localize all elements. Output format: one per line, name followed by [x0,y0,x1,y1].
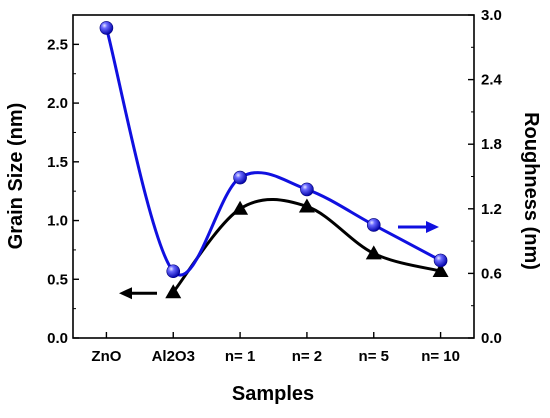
right-tick-label: 1.8 [481,136,502,153]
right-arrow-head [426,220,439,233]
roughness-point [233,170,247,185]
x-axis-title: Samples [232,383,314,405]
right-tick-label: 1.2 [481,201,502,218]
x-axis: ZnO Al2O3 n= 1 n= 2 n= 5 n= 10 [91,332,460,365]
right-tick-label: 0.6 [481,265,502,282]
series-line-grain-size [172,197,441,294]
grain-size-point [165,284,182,299]
right-axis: 0.0 0.6 1.2 1.8 2.4 3.0 [468,7,503,347]
right-tick-label: 2.4 [481,72,503,89]
right-axis-title: Roughness (nm) [520,112,542,270]
x-tick-label: n= 1 [225,348,255,365]
left-tick-label: 2.0 [47,95,68,112]
roughness-point [300,182,314,197]
x-tick-label: n= 5 [359,348,389,365]
roughness-point [166,264,181,279]
x-tick-label: n= 2 [292,348,322,365]
grain-size-point [298,198,315,213]
left-arrow-head [119,287,132,300]
x-tick-label: Al2O3 [152,348,195,365]
grain-size-point [365,245,382,260]
roughness-point [99,21,114,35]
grain-size-point [232,200,249,215]
left-axis: 0.0 0.5 1.0 1.5 2.0 2.5 [47,36,79,347]
right-tick-label: 0.0 [481,330,502,347]
left-tick-label: 1.5 [47,154,68,171]
annotations [119,220,439,300]
right-tick-label: 3.0 [481,7,502,24]
roughness-point [366,218,381,232]
series-line-roughness [104,27,442,277]
x-tick-label: ZnO [91,348,121,365]
grain-size-point [432,263,449,278]
roughness-point [433,253,448,268]
left-tick-label: 0.0 [47,330,68,347]
left-tick-label: 2.5 [47,36,68,53]
left-tick-label: 1.0 [47,213,68,230]
series-layer [99,21,449,299]
left-tick-label: 0.5 [47,271,68,288]
left-axis-title: Grain Size (nm) [5,103,27,250]
x-tick-label: n= 10 [421,348,460,365]
